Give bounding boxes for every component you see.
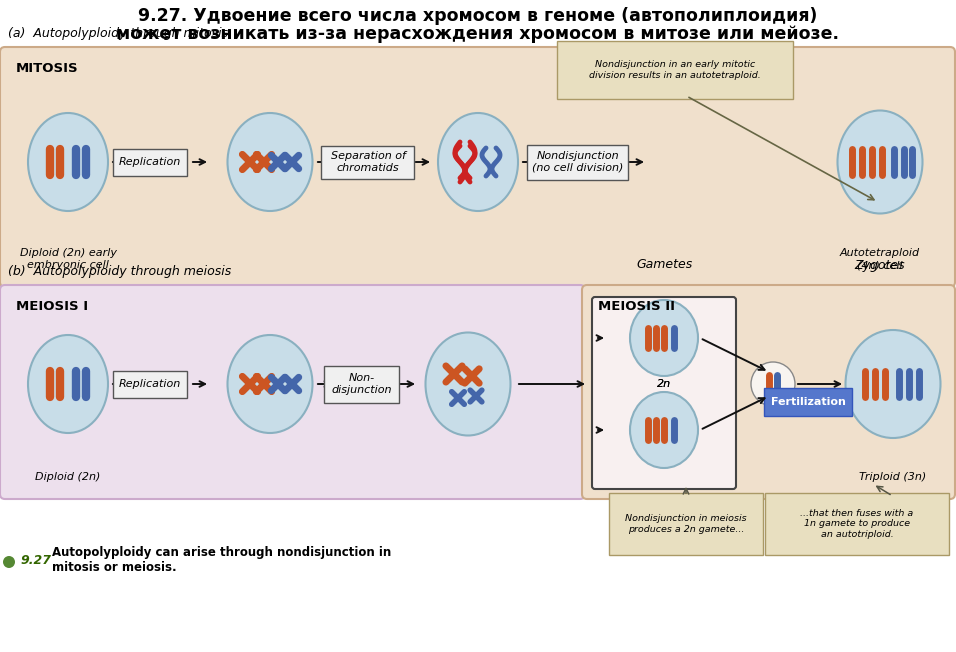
Ellipse shape — [28, 113, 108, 211]
Circle shape — [751, 362, 795, 406]
Ellipse shape — [228, 113, 313, 211]
FancyBboxPatch shape — [557, 41, 793, 99]
Text: (b)  Autopolyploidy through meiosis: (b) Autopolyploidy through meiosis — [8, 265, 231, 278]
Ellipse shape — [630, 300, 698, 376]
Ellipse shape — [28, 335, 108, 433]
Text: 2n: 2n — [657, 379, 671, 389]
Text: 9.27. Удвоение всего числа хромосом в геноме (автополиплоидия): 9.27. Удвоение всего числа хромосом в ге… — [139, 7, 817, 25]
Text: Gametes: Gametes — [637, 258, 693, 271]
Text: Autotetraploid
(4n) cell: Autotetraploid (4n) cell — [840, 248, 920, 270]
Text: 9.27: 9.27 — [20, 554, 51, 567]
Text: Triploid (3n): Triploid (3n) — [859, 472, 926, 482]
Text: ...that then fuses with a
1n gamete to produce
an autotriploid.: ...that then fuses with a 1n gamete to p… — [800, 509, 914, 539]
Text: Nondisjunction in an early mitotic
division results in an autotetraploid.: Nondisjunction in an early mitotic divis… — [589, 60, 761, 80]
FancyBboxPatch shape — [609, 493, 763, 555]
Text: Nondisjunction
(no cell division): Nondisjunction (no cell division) — [532, 151, 623, 173]
Text: MEIOSIS I: MEIOSIS I — [16, 300, 88, 313]
Ellipse shape — [630, 392, 698, 468]
FancyBboxPatch shape — [324, 366, 400, 402]
Ellipse shape — [425, 333, 511, 436]
Text: 2n: 2n — [657, 379, 671, 389]
FancyBboxPatch shape — [113, 149, 187, 175]
Circle shape — [3, 556, 15, 568]
Text: 1n: 1n — [766, 405, 780, 415]
Text: может возникать из-за нерасхождения хромосом в митозе или мейозе.: может возникать из-за нерасхождения хром… — [117, 25, 839, 43]
FancyBboxPatch shape — [321, 145, 415, 179]
FancyBboxPatch shape — [592, 297, 736, 489]
Ellipse shape — [837, 110, 923, 213]
Ellipse shape — [228, 335, 313, 433]
FancyBboxPatch shape — [764, 388, 852, 416]
FancyBboxPatch shape — [0, 47, 955, 287]
Text: Nondisjunction in meiosis
produces a 2n gamete...: Nondisjunction in meiosis produces a 2n … — [625, 514, 747, 534]
Text: Replication: Replication — [119, 379, 181, 389]
FancyBboxPatch shape — [765, 493, 949, 555]
Text: Diploid (2n): Diploid (2n) — [35, 472, 100, 482]
FancyBboxPatch shape — [113, 370, 187, 398]
Text: Zygotes: Zygotes — [855, 258, 905, 271]
Text: Non-
disjunction: Non- disjunction — [332, 373, 392, 395]
FancyBboxPatch shape — [528, 145, 628, 179]
Text: Diploid (2n) early
embryonic cell: Diploid (2n) early embryonic cell — [19, 248, 117, 270]
Text: MITOSIS: MITOSIS — [16, 62, 78, 75]
Ellipse shape — [845, 330, 941, 438]
Text: MEIOSIS II: MEIOSIS II — [598, 300, 675, 313]
Text: Separation of
chromatids: Separation of chromatids — [331, 151, 405, 173]
FancyBboxPatch shape — [582, 285, 955, 499]
Text: Fertilization: Fertilization — [771, 397, 845, 407]
Text: Replication: Replication — [119, 157, 181, 167]
Text: (a)  Autopolyploidy through mitosis: (a) Autopolyploidy through mitosis — [8, 27, 228, 40]
Ellipse shape — [438, 113, 518, 211]
Text: Autopolyploidy can arise through nondisjunction in
mitosis or meiosis.: Autopolyploidy can arise through nondisj… — [52, 546, 391, 574]
FancyBboxPatch shape — [0, 285, 585, 499]
